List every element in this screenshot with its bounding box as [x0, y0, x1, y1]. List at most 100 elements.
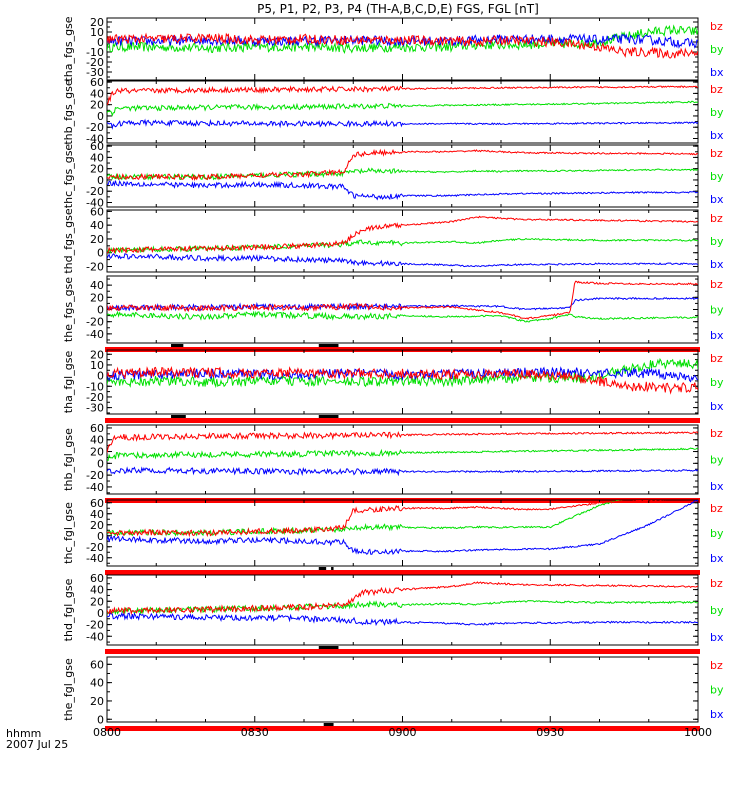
series-bz: [107, 581, 698, 616]
y-tick-label: 0: [97, 247, 104, 260]
y-tick-label: 0: [97, 607, 104, 620]
y-tick-label: 60: [90, 497, 104, 510]
status-marker: [318, 415, 339, 418]
series-bx: [107, 466, 698, 477]
y-tick-label: -20: [86, 619, 104, 632]
series-bx: [107, 500, 698, 556]
legend-bx: bx: [710, 66, 724, 79]
status-marker: [318, 567, 327, 570]
y-axis-label: thb_fgl_gse: [62, 428, 75, 491]
y-tick-label: 60: [90, 205, 104, 218]
status-marker: [171, 415, 186, 418]
y-tick-label: -40: [86, 196, 104, 209]
y-tick-label: 20: [90, 695, 104, 708]
y-axis-label: tha_fgs_gse: [62, 16, 75, 81]
x-tick-label: 0830: [241, 726, 269, 739]
legend-bz: bz: [710, 212, 723, 225]
y-tick-label: 60: [90, 572, 104, 585]
y-tick-label: -40: [86, 552, 104, 565]
y-tick-label: -20: [86, 316, 104, 329]
x-tick-label: 0930: [536, 726, 564, 739]
y-axis-label: the_fgs_gse: [62, 277, 75, 342]
legend-by: by: [710, 454, 724, 467]
legend-bx: bx: [710, 552, 724, 565]
y-tick-label: -10: [86, 46, 104, 59]
y-tick-label: 20: [90, 163, 104, 176]
legend-bx: bx: [710, 708, 724, 721]
status-marker: [331, 567, 334, 570]
series-bz: [107, 430, 698, 453]
y-tick-label: 40: [90, 508, 104, 521]
series-bz: [107, 366, 698, 395]
series-bx: [107, 118, 698, 130]
y-tick-label: 20: [90, 99, 104, 112]
y-tick-label: 20: [90, 233, 104, 246]
legend-bz: bz: [710, 659, 723, 672]
legend-bz: bz: [710, 427, 723, 440]
legend-by: by: [710, 684, 724, 697]
x-tick-label: 1000: [684, 726, 712, 739]
panel-frame: [106, 424, 699, 495]
panel-the_fgl_gse: 0 20 40 60 the_fgl_gse bz by bx: [62, 656, 724, 731]
status-bar: [105, 418, 700, 423]
x-axis-label-date: 2007 Jul 25: [6, 738, 68, 751]
status-marker: [318, 646, 339, 649]
y-tick-label: 60: [90, 422, 104, 435]
y-tick-label: -20: [86, 56, 104, 69]
y-axis-label: the_fgl_gse: [62, 658, 75, 721]
series-by: [107, 310, 698, 323]
series-bz: [107, 280, 698, 320]
y-tick-label: -20: [86, 391, 104, 404]
y-tick-label: 20: [90, 16, 104, 29]
series-by: [107, 100, 698, 117]
y-tick-label: 60: [90, 76, 104, 89]
legend-bx: bx: [710, 400, 724, 413]
status-bar: [105, 726, 700, 731]
y-tick-label: 0: [97, 110, 104, 123]
legend-by: by: [710, 170, 724, 183]
y-tick-label: -20: [86, 260, 104, 273]
y-axis-label: thb_fgs_gse: [62, 79, 75, 145]
status-marker: [171, 344, 184, 347]
legend-by: by: [710, 604, 724, 617]
legend-bx: bx: [710, 258, 724, 271]
series-bz: [107, 32, 698, 59]
y-tick-label: -40: [86, 328, 104, 341]
legend-by: by: [710, 235, 724, 248]
y-tick-label: 0: [97, 370, 104, 383]
y-tick-label: 40: [90, 219, 104, 232]
y-tick-label: 20: [90, 446, 104, 459]
y-tick-label: 0: [97, 457, 104, 470]
y-tick-label: -40: [86, 630, 104, 643]
y-axis-label: tha_fgl_gse: [62, 351, 75, 414]
y-tick-label: 10: [90, 26, 104, 39]
y-tick-label: -30: [86, 402, 104, 415]
y-tick-label: 40: [90, 151, 104, 164]
panel-frame: [106, 656, 699, 723]
y-tick-label: 0: [97, 304, 104, 317]
legend-bz: bz: [710, 83, 723, 96]
legend-by: by: [710, 106, 724, 119]
y-tick-label: 20: [90, 291, 104, 304]
legend-bx: bx: [710, 129, 724, 142]
status-marker: [323, 723, 334, 726]
series-by: [107, 500, 624, 537]
y-tick-label: 20: [90, 595, 104, 608]
series-bx: [107, 32, 698, 49]
y-tick-label: 10: [90, 359, 104, 372]
y-tick-label: -40: [86, 132, 104, 145]
legend-bz: bz: [710, 352, 723, 365]
y-tick-label: 40: [90, 279, 104, 292]
legend-bz: bz: [710, 577, 723, 590]
y-axis-label: thc_fgl_gse: [62, 502, 75, 564]
y-tick-label: 40: [90, 584, 104, 597]
